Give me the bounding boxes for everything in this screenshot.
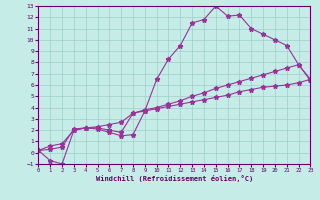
X-axis label: Windchill (Refroidissement éolien,°C): Windchill (Refroidissement éolien,°C)	[96, 175, 253, 182]
